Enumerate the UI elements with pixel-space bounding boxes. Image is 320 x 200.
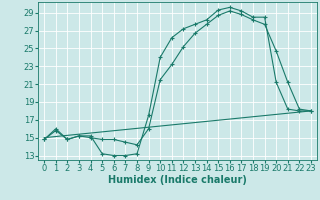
X-axis label: Humidex (Indice chaleur): Humidex (Indice chaleur) <box>108 175 247 185</box>
